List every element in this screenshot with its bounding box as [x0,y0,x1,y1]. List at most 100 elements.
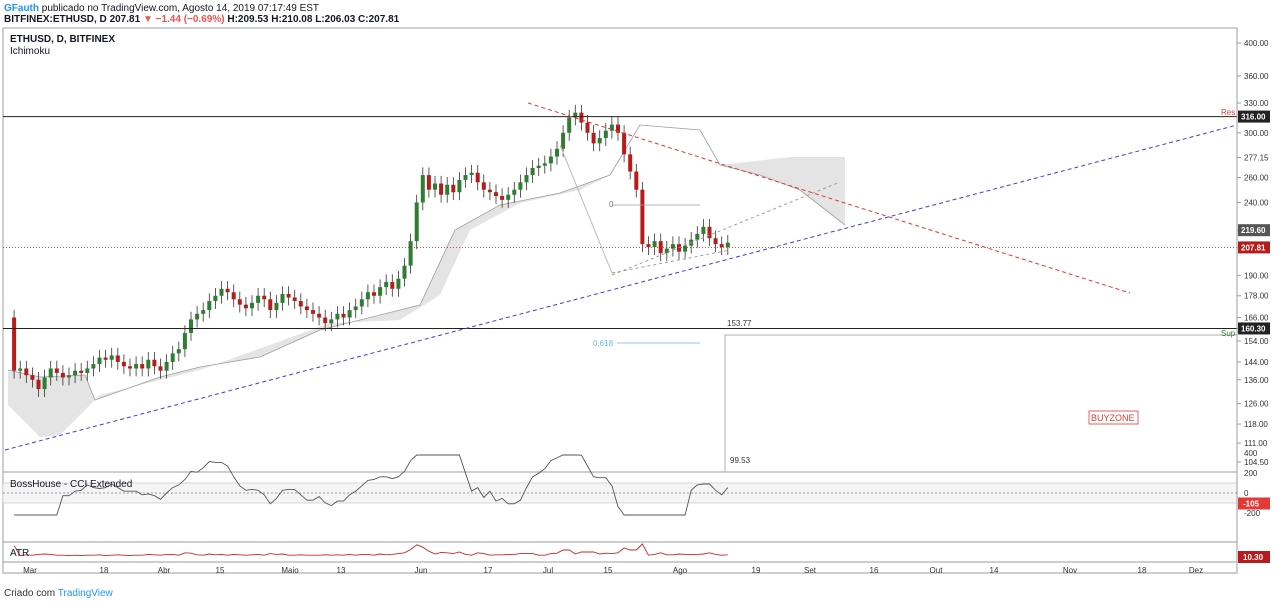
buyzone-badge [1088,410,1139,425]
candle [201,302,206,322]
price-tick-label-4: 277.15 [1244,154,1269,163]
candle [304,298,309,319]
tradingview-logo-link[interactable]: TradingView [57,588,113,599]
price-tick-label-17: 111.00 [1244,439,1268,448]
time-tick-17: 18 [1138,566,1147,575]
author-link[interactable]: GFauth [4,3,39,14]
time-tick-14: Out [930,566,944,575]
candle [591,125,596,152]
candle [231,284,236,308]
candle [390,274,395,297]
time-tick-16: Nov [1063,566,1077,575]
time-tick-18: Dez [1189,566,1203,575]
candle [311,302,315,322]
candle [426,167,431,198]
price-tick-label-16: 118.00 [1244,420,1268,429]
candle [481,174,486,198]
ascending-trendline [4,124,1238,451]
candle [616,116,620,141]
candle [548,148,553,172]
candle [274,295,279,319]
candle [646,236,651,256]
candle [134,356,139,377]
candle [115,347,120,370]
candle [91,356,96,377]
target-upper-label: 153.77 [727,319,752,328]
ohlc-c-label: C: [358,14,369,25]
cci-tick-0: 400 [1244,449,1258,458]
candle [158,358,163,379]
candle [402,257,407,287]
candle [372,284,376,304]
ohlc-change: ▼ −1.44 (−0.69%) [142,14,225,25]
res-level-badge [1238,110,1270,123]
ohlc-low: 206.03 [324,14,356,25]
cci-tick-3: -200 [1244,509,1261,518]
candle [500,188,505,208]
cloud-span-a [7,124,846,401]
candle [384,274,389,296]
candle [317,306,322,326]
candle [603,123,608,146]
candle [597,130,602,152]
candle [335,306,340,328]
candle [237,291,242,313]
candle [524,167,529,191]
ohlc-open: 207.81 [109,14,141,25]
candle [420,167,425,211]
candle [24,360,29,384]
candle [725,234,730,256]
candle [457,172,462,201]
candle [494,184,498,204]
candle [707,219,712,247]
candle [152,352,157,375]
price-tick-label-2: 330.00 [1244,99,1269,108]
candle [97,349,102,372]
candle [439,175,444,203]
candle [182,325,187,358]
candle [30,367,35,388]
candles [12,104,730,397]
time-tick-6: Jun [415,566,428,575]
descending-trendline [527,102,1131,294]
pane-title: ETHUSD, D, BITFINEX [10,34,116,45]
candle [695,226,700,248]
candle [567,109,572,141]
footer: Criado com TradingView [4,588,113,599]
candle [243,296,248,317]
candle [146,352,151,377]
candle [79,363,84,381]
chart-canvas[interactable]: 0 0.618 153.77 99.53 BUYZONE Res Sup 400 200 0 -2… [0,25,1280,605]
atr-pane: 10.30 [13,543,1270,563]
drawings: 0 0.618 153.77 99.53 BUYZONE Res Sup [3,102,1238,473]
sup-level-badge [1238,322,1270,335]
atr-last-badge [1238,551,1270,563]
ohlc-h2-label: H: [271,14,282,25]
candle [323,309,328,332]
atr-line [13,543,728,557]
candle [487,182,492,201]
candle [396,270,401,297]
candle [585,114,590,141]
ohlc-line: BITFINEX:ETHUSD, D 207.81 ▼ −1.44 (−0.69… [4,14,399,25]
price-tick-label-8: 190.00 [1244,271,1269,280]
candle [195,306,200,328]
candle [12,309,17,379]
candle [262,288,267,308]
time-tick-7: 17 [484,566,493,575]
candle [329,311,334,332]
candle [506,187,511,208]
time-tick-4: Maio [281,566,299,575]
time-tick-13: 16 [870,566,879,575]
candle [475,164,480,191]
candle [414,194,419,250]
ohlc-close: 207.81 [368,14,400,25]
buyzone-label: BUYZONE [1091,413,1135,423]
time-tick-5: 13 [337,566,346,575]
price-tick-label-1: 360.00 [1244,72,1269,81]
candle [469,164,474,183]
channel-upper [611,181,841,276]
candle [713,230,718,253]
publish-line: GFauth publicado no TradingView.com, Ago… [4,3,319,14]
candle [250,295,254,317]
